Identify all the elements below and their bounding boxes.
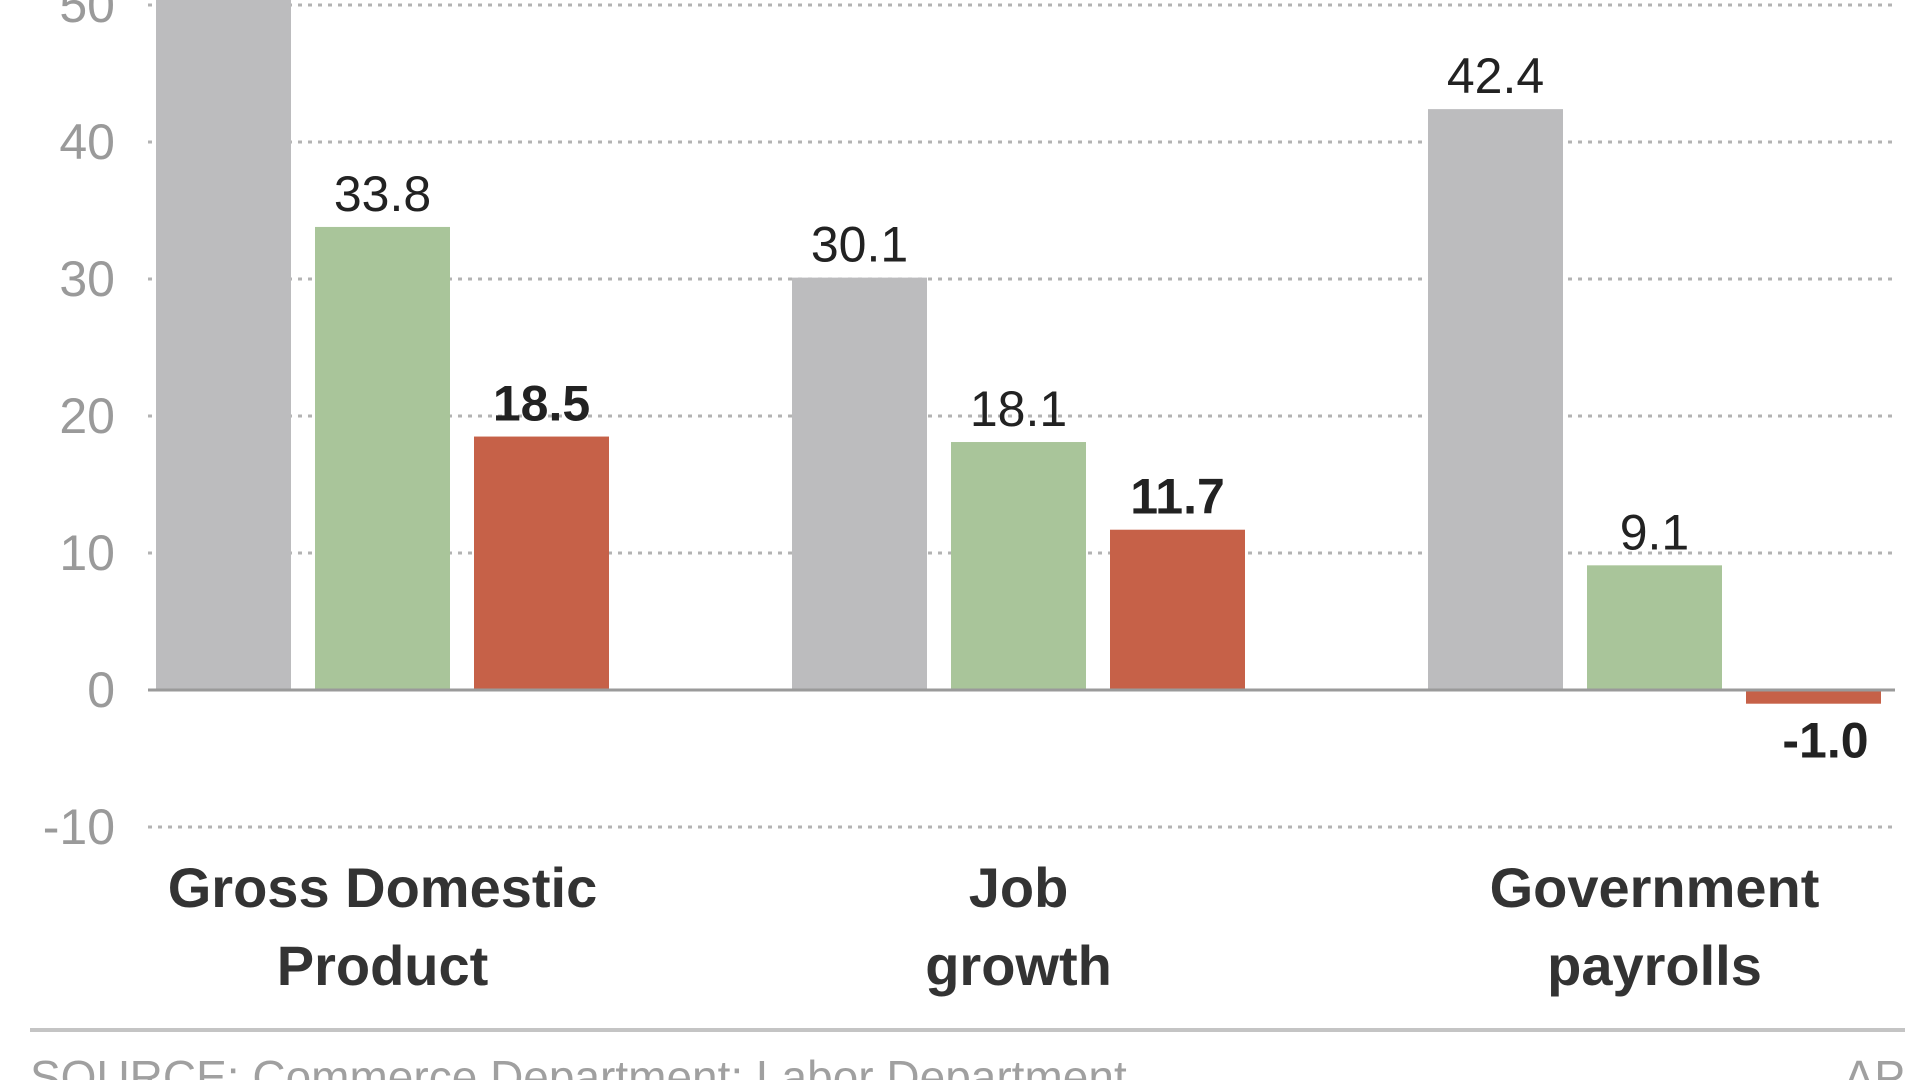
data-label: 18.1 xyxy=(970,381,1067,437)
bar xyxy=(1587,565,1722,690)
y-tick-label: 30 xyxy=(59,251,115,307)
bar xyxy=(792,277,927,690)
bar xyxy=(156,0,291,690)
y-tick-label: 50 xyxy=(59,0,115,33)
y-tick-label: 40 xyxy=(59,114,115,170)
bar xyxy=(1428,109,1563,691)
y-tick-label: 0 xyxy=(87,662,115,718)
data-label: 33.8 xyxy=(334,166,431,222)
data-label: 11.7 xyxy=(1130,469,1225,525)
category-label: payrolls xyxy=(1547,934,1762,997)
bars xyxy=(156,0,1881,704)
category-label: Government xyxy=(1490,856,1820,919)
data-labels: 30.1 42.4 33.8 18.1 9.1 18.5 11.7 -1.0 xyxy=(334,48,1869,769)
bar xyxy=(1110,529,1245,690)
y-tick-label: -10 xyxy=(43,799,115,855)
category-label: growth xyxy=(925,934,1112,997)
y-tick-label: 20 xyxy=(59,388,115,444)
data-label: 9.1 xyxy=(1620,504,1690,560)
category-label: Gross Domestic xyxy=(168,856,598,919)
data-label: 18.5 xyxy=(493,376,590,432)
y-axis-ticks: 50 40 30 20 10 0 -10 xyxy=(43,0,115,855)
data-label: 30.1 xyxy=(811,217,908,273)
data-label: 42.4 xyxy=(1447,48,1544,104)
y-tick-label: 10 xyxy=(59,525,115,581)
bar xyxy=(315,226,450,690)
credit-text: AP xyxy=(1844,1051,1905,1080)
category-label: Product xyxy=(277,934,489,997)
source-text: SOURCE: Commerce Department; Labor Depar… xyxy=(30,1051,1127,1080)
data-label: -1.0 xyxy=(1782,713,1868,769)
bar xyxy=(951,442,1086,690)
category-labels: Gross Domestic Product Job growth Government… xyxy=(168,856,1820,997)
bar xyxy=(1746,690,1881,704)
category-label: Job xyxy=(969,856,1069,919)
bar xyxy=(474,436,609,690)
